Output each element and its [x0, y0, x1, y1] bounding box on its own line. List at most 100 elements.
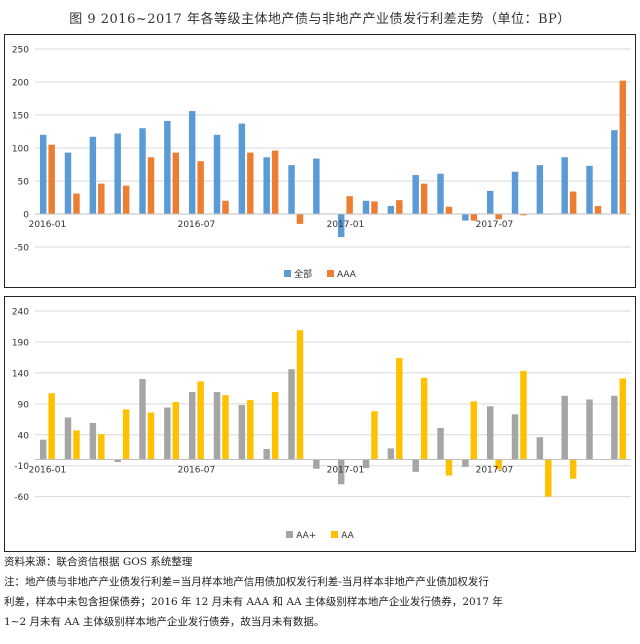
bottom-chart-ytick-label: -10 [14, 462, 29, 472]
legend-top: 全部 AAA [5, 267, 635, 280]
bottom-chart-xtick-label: 2016-07 [178, 466, 216, 476]
bottom-chart-xtick-label: 2016-01 [29, 466, 67, 476]
top-chart-bar-series1 [313, 158, 320, 214]
bottom-chart-bar-series1 [611, 395, 618, 460]
notes: 资料来源：联合资信根据 GOS 系统整理 注：地产债与非地产产业债发行利差=当月… [4, 552, 636, 632]
bottom-chart-bar-series2 [122, 409, 130, 460]
top-chart-ytick-label: -50 [14, 244, 29, 254]
bottom-chart-bar-series2 [271, 392, 279, 460]
legend-label-aaa: AAA [336, 270, 356, 280]
top-chart-bar-series2 [296, 214, 304, 224]
top-chart-bar-series1 [238, 123, 246, 214]
top-chart-ytick-label: 200 [12, 79, 29, 89]
top-chart-bar-series2 [122, 185, 130, 214]
source-note: 资料来源：联合资信根据 GOS 系统整理 [4, 556, 193, 568]
top-chart-xtick-label: 2017-07 [476, 220, 514, 230]
top-chart-bar-series1 [213, 134, 221, 214]
bottom-chart-bar-series1 [89, 422, 97, 460]
top-chart-bar-series1 [288, 165, 295, 214]
bottom-chart-ytick-label: 90 [18, 400, 30, 410]
bottom-chart-bar-series2 [545, 459, 552, 497]
top-chart-xtick-label: 2016-01 [29, 220, 67, 230]
legend-swatch-aaa [326, 270, 334, 277]
top-chart-bar-series1 [362, 200, 370, 214]
bottom-chart-bar-series1 [188, 392, 196, 460]
top-chart-bar-series1 [387, 206, 395, 214]
top-chart-bar-series1 [611, 130, 618, 214]
legend-item-aaa: AAA [326, 270, 356, 280]
bottom-chart-bar-series1 [511, 414, 519, 460]
top-chart-ytick-label: 100 [12, 145, 29, 155]
chart-panel-top: 250 200 150 100 50 0 -50 2016-01 2016-07 2017-01 2… [4, 34, 636, 288]
top-chart-ytick-label: 0 [23, 211, 29, 221]
top-chart-xtick-label: 2017-01 [327, 220, 365, 230]
bottom-chart-bar-series1 [213, 392, 221, 460]
bottom-chart-bar-series1 [362, 459, 370, 469]
bottom-chart-bar-series2 [247, 400, 254, 460]
bottom-chart-bar-series1 [536, 437, 544, 460]
legend-label-aa: AA [341, 531, 354, 541]
top-chart-bar-series2 [147, 157, 155, 214]
bottom-chart-xtick-label: 2017-01 [327, 466, 365, 476]
top-chart-bar-series2 [346, 196, 353, 214]
top-chart-bar-series2 [222, 200, 229, 214]
top-chart-bar-series2 [247, 152, 254, 214]
top-chart-bar-series2 [495, 214, 502, 220]
bottom-chart-bar-series1 [288, 369, 295, 460]
top-chart-bar-series1 [412, 175, 419, 214]
legend-swatch-quanbu [284, 270, 292, 277]
top-chart-bar-series2 [172, 152, 180, 214]
top-chart-bar-series2 [619, 80, 627, 215]
top-chart-bar-series1 [437, 173, 444, 214]
top-chart-bar-series2 [470, 214, 478, 221]
bottom-chart-bar-series1 [39, 439, 47, 460]
bottom-chart-bar-series1 [486, 406, 494, 460]
bottom-chart-bar-series2 [222, 395, 229, 460]
bottom-chart-bar-series2 [172, 401, 180, 460]
legend-item-aa-plus: AA+ [286, 531, 316, 541]
bottom-chart-ytick-label: 190 [12, 338, 29, 348]
top-chart-bar-series1 [39, 134, 47, 214]
top-chart-bar-series1 [139, 128, 146, 214]
bottom-chart-ytick-label: 240 [12, 308, 29, 318]
legend-swatch-aa [331, 531, 339, 538]
bottom-chart-bar-series2 [98, 434, 105, 460]
top-chart-bar-series2 [445, 206, 453, 214]
bottom-chart-bar-series2 [48, 393, 55, 460]
top-chart-bar-series2 [197, 161, 204, 214]
bottom-chart-bar-series2 [445, 459, 453, 476]
bottom-chart-ytick-label: -60 [14, 493, 29, 503]
bottom-chart-bar-series1 [164, 407, 171, 460]
legend-item-aa: AA [331, 531, 354, 541]
bottom-chart-bar-series2 [569, 459, 577, 479]
bottom-chart-bar-series1 [387, 448, 395, 460]
note-line-3: 1~2 月未有 AA 主体级别样本地产企业发行债券，故当月未有数据。 [4, 616, 325, 628]
bottom-chart-bar-series1 [313, 459, 320, 469]
top-chart-ytick-label: 50 [18, 178, 30, 188]
top-chart-bar-series1 [486, 190, 494, 214]
bottom-chart-bar-series1 [561, 395, 568, 460]
legend-swatch-aa-plus [286, 531, 294, 538]
top-chart-bar-series1 [561, 157, 568, 214]
top-chart-bar-series2 [271, 150, 279, 214]
bottom-chart-bar-series1 [586, 399, 593, 460]
legend-item-quanbu: 全部 [284, 267, 312, 280]
note-line-2: 利差，样本中未包含担保债券；2016 年 12 月未有 AAA 和 AA 主体级… [4, 596, 503, 608]
top-chart-bar-series2 [569, 191, 577, 214]
bottom-chart-ytick-label: 40 [18, 431, 30, 441]
top-chart-ytick-label: 250 [12, 46, 29, 56]
chart-panel-bottom: 240 190 140 90 40 -10 -60 2016-01 2016-07 2017-01… [4, 296, 636, 552]
top-chart-bar-series1 [114, 133, 121, 214]
top-chart-bar-series1 [586, 165, 593, 214]
bottom-chart-bar-series1 [437, 427, 444, 460]
bottom-chart-bar-series2 [296, 330, 304, 460]
top-chart-bar-series1 [511, 171, 519, 214]
bottom-chart-bar-series1 [139, 379, 146, 460]
bottom-chart-bar-series1 [412, 459, 419, 472]
top-chart-bar-series2 [396, 200, 403, 214]
bottom-chart-bar-series2 [197, 381, 204, 460]
top-chart-bar-series2 [371, 201, 378, 214]
bottom-chart-bar-series1 [337, 459, 345, 485]
top-chart-bar-series1 [164, 120, 171, 214]
top-chart-bar-series2 [48, 144, 55, 214]
